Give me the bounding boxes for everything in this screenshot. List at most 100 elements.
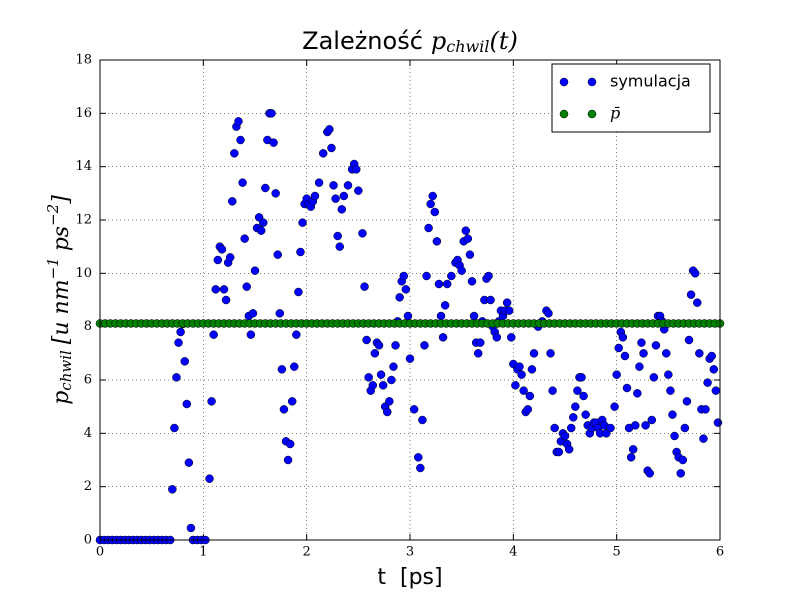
data-point bbox=[414, 453, 423, 462]
data-point bbox=[709, 365, 719, 374]
data-point bbox=[701, 405, 710, 414]
data-point bbox=[271, 189, 280, 198]
data-point bbox=[287, 397, 297, 406]
data-point bbox=[579, 391, 588, 401]
data-point bbox=[682, 397, 692, 406]
ylabel-sub: chwil bbox=[57, 350, 75, 391]
data-point bbox=[211, 285, 220, 294]
data-point bbox=[339, 191, 349, 201]
data-point bbox=[374, 341, 384, 350]
data-point bbox=[484, 271, 493, 281]
data-point bbox=[469, 311, 479, 321]
data-point bbox=[511, 381, 520, 390]
data-point bbox=[228, 197, 237, 206]
data-point bbox=[207, 397, 216, 406]
data-point bbox=[387, 375, 396, 385]
data-point bbox=[370, 349, 380, 358]
data-point bbox=[354, 186, 363, 195]
title-arg: (t) bbox=[489, 27, 517, 55]
data-point bbox=[645, 469, 654, 478]
data-point bbox=[668, 410, 677, 419]
ylabel-unit: [u nm bbox=[49, 279, 74, 344]
data-point bbox=[612, 370, 621, 379]
data-point bbox=[525, 391, 535, 401]
data-point bbox=[465, 250, 475, 259]
data-point bbox=[436, 311, 446, 321]
x-tick-label: 1 bbox=[199, 545, 207, 560]
data-point bbox=[631, 421, 640, 430]
data-point bbox=[569, 413, 578, 422]
y-tick-label: 8 bbox=[84, 319, 92, 334]
data-point bbox=[383, 407, 392, 417]
data-point bbox=[620, 351, 630, 361]
data-point bbox=[234, 117, 243, 126]
data-point bbox=[554, 447, 564, 457]
data-point bbox=[310, 191, 320, 201]
data-point bbox=[438, 333, 448, 342]
data-point bbox=[442, 279, 452, 289]
data-point bbox=[378, 381, 388, 390]
legend-box bbox=[551, 63, 711, 133]
data-point bbox=[461, 226, 471, 235]
data-point bbox=[184, 458, 194, 467]
data-point bbox=[651, 341, 661, 350]
x-axis-label: t [ps] bbox=[377, 565, 442, 590]
data-point bbox=[217, 245, 227, 254]
data-point bbox=[662, 349, 671, 358]
data-point bbox=[205, 474, 214, 483]
y-tick-label: 18 bbox=[75, 53, 92, 68]
x-tick-label: 2 bbox=[303, 545, 311, 560]
data-point bbox=[256, 226, 266, 235]
data-point bbox=[699, 434, 708, 443]
data-point bbox=[389, 362, 398, 371]
data-point bbox=[647, 415, 657, 425]
data-point bbox=[641, 421, 650, 430]
data-point bbox=[680, 423, 690, 433]
data-point bbox=[560, 431, 570, 441]
data-point bbox=[391, 341, 400, 350]
data-point bbox=[401, 285, 411, 294]
data-point bbox=[240, 234, 249, 243]
data-point bbox=[517, 370, 526, 379]
data-point bbox=[343, 181, 353, 190]
data-point bbox=[176, 327, 185, 337]
data-point bbox=[238, 178, 247, 187]
data-point bbox=[333, 231, 342, 241]
data-point bbox=[614, 343, 623, 353]
data-point bbox=[571, 402, 580, 411]
y-tick-label: 14 bbox=[75, 159, 92, 174]
data-point bbox=[399, 271, 409, 281]
data-point bbox=[432, 237, 442, 246]
data-point bbox=[296, 247, 305, 257]
y-tick-label: 6 bbox=[84, 373, 92, 388]
data-point bbox=[639, 349, 648, 358]
data-point bbox=[626, 453, 636, 462]
data-point bbox=[250, 266, 260, 275]
data-point bbox=[261, 183, 270, 193]
data-point bbox=[676, 469, 685, 478]
data-point bbox=[502, 298, 512, 307]
title-text: Zależność bbox=[302, 27, 423, 55]
data-point bbox=[294, 287, 303, 297]
y-tick-label: 12 bbox=[75, 213, 92, 228]
data-point bbox=[409, 405, 419, 414]
data-point bbox=[424, 223, 433, 233]
y-tick-label: 4 bbox=[84, 426, 92, 441]
data-point bbox=[457, 266, 466, 275]
title-var: p bbox=[431, 27, 446, 55]
data-point bbox=[527, 365, 537, 374]
data-point bbox=[618, 333, 628, 342]
plot-frame bbox=[99, 59, 721, 541]
data-point bbox=[279, 405, 289, 414]
data-point bbox=[713, 418, 723, 427]
data-point bbox=[428, 191, 437, 201]
data-point bbox=[548, 386, 557, 395]
data-point bbox=[707, 351, 716, 361]
ylabel-close: ] bbox=[49, 195, 74, 205]
data-point bbox=[221, 295, 231, 305]
data-point bbox=[405, 354, 415, 363]
data-point bbox=[686, 290, 696, 299]
data-point bbox=[422, 271, 431, 281]
data-point bbox=[581, 410, 590, 419]
